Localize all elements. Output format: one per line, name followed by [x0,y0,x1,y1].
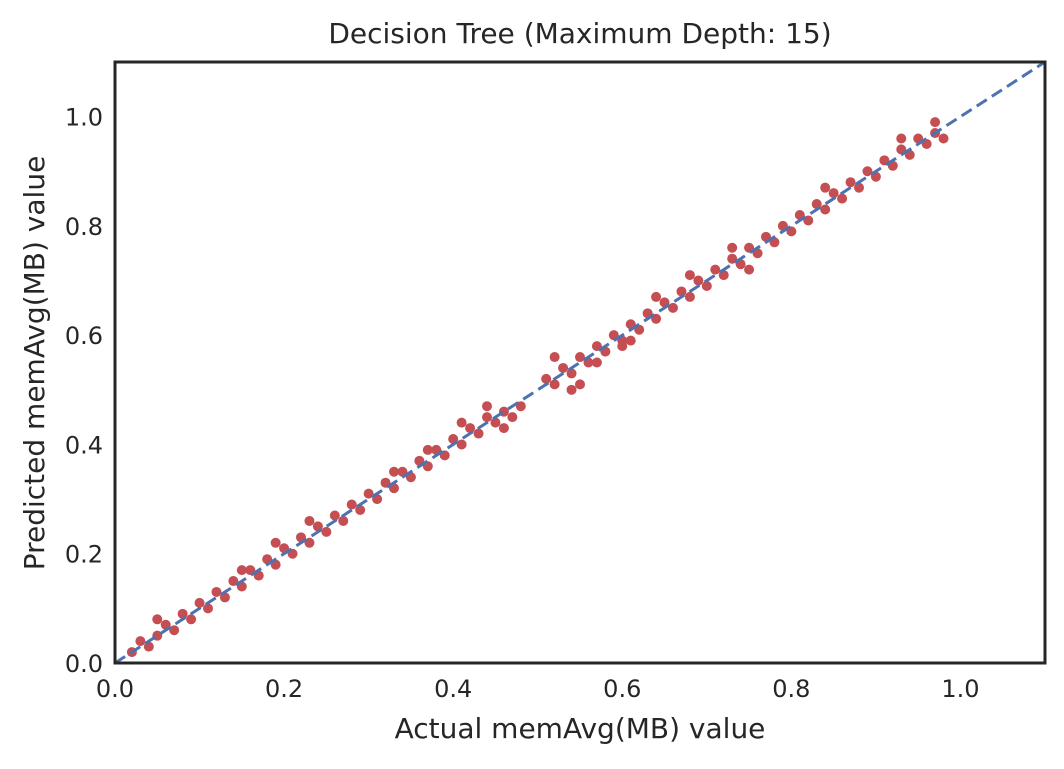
scatter-point [845,177,856,188]
scatter-point [676,286,687,297]
scatter-point [566,368,577,379]
scatter-point [363,488,374,499]
x-tick-labels: 0.0 0.2 0.4 0.6 0.8 1.0 [96,675,980,703]
scatter-point [727,242,738,253]
x-tick-label: 0.2 [265,675,303,703]
scatter-point [684,291,695,302]
plot-frame [113,60,1047,665]
scatter-point [465,423,476,434]
scatter-point [710,264,721,275]
scatter-point [668,302,678,313]
scatter-point [837,193,848,204]
scatter-point [177,608,188,619]
x-tick-label: 1.0 [941,675,979,703]
scatter-point [938,133,949,144]
scatter-point [549,379,560,390]
scatter-point [135,636,146,647]
scatter-point [820,182,831,193]
y-tick-label: 0.6 [65,322,103,350]
scatter-point [169,625,180,636]
scatter-point [820,204,831,215]
y-tick-labels: 0.0 0.2 0.4 0.6 0.8 1.0 [65,104,103,678]
y-tick-label: 0.2 [65,541,103,569]
scatter-point [617,341,628,352]
scatter-point [566,384,577,395]
scatter-point [482,412,492,423]
scatter-point [389,466,399,477]
scatter-point [651,291,662,302]
scatter-point [329,510,340,521]
scatter-point [575,379,585,390]
scatter-point [152,614,163,625]
scatter-point [558,362,569,373]
scatter-point [422,444,433,455]
scatter-point [456,417,467,428]
scatter-point [270,537,281,548]
scatter-point [304,515,315,526]
scatter-point [473,428,484,439]
scatter-point [186,614,197,625]
scatter-point [744,264,755,275]
y-tick-label: 0.4 [65,431,103,459]
scatter-point [203,603,213,614]
reference-line [114,60,1046,665]
scatter-point [321,526,332,537]
y-axis-label: Predicted memAvg(MB) value [18,156,51,571]
x-axis-label: Actual memAvg(MB) value [395,712,766,745]
scatter-point [456,439,467,450]
scatter-point [236,565,247,576]
y-tick-label: 1.0 [65,104,103,132]
scatter-point [346,499,357,510]
y-tick-label: 0.8 [65,213,103,241]
scatter-point [490,417,501,428]
scatter-point [828,188,839,199]
scatter-point [338,515,349,526]
scatter-point [355,505,366,516]
scatter-point [507,412,518,423]
scatter-point [862,166,873,177]
y-tick-label: 0.0 [65,650,103,678]
scatter-point [575,352,585,363]
scatter-point [693,275,704,286]
scatter-point [591,357,602,368]
scatter-point [194,597,205,608]
scatter-point [498,423,509,434]
scatter-point [701,281,712,292]
scatter-point [211,586,222,597]
scatter-point [549,352,560,363]
chart-title: Decision Tree (Maximum Depth: 15) [328,17,831,50]
x-tick-label: 0.0 [96,675,134,703]
x-tick-label: 0.8 [772,675,810,703]
scatter-point [482,401,492,412]
x-tick-label: 0.4 [434,675,472,703]
plot-area [114,60,1046,665]
scatter-point [854,182,864,193]
scatter-point [625,335,636,346]
x-tick-label: 0.6 [603,675,641,703]
scatter-point [896,133,907,144]
scatter-point [541,373,552,384]
scatter-point [930,117,941,128]
scatter-point [684,270,695,281]
